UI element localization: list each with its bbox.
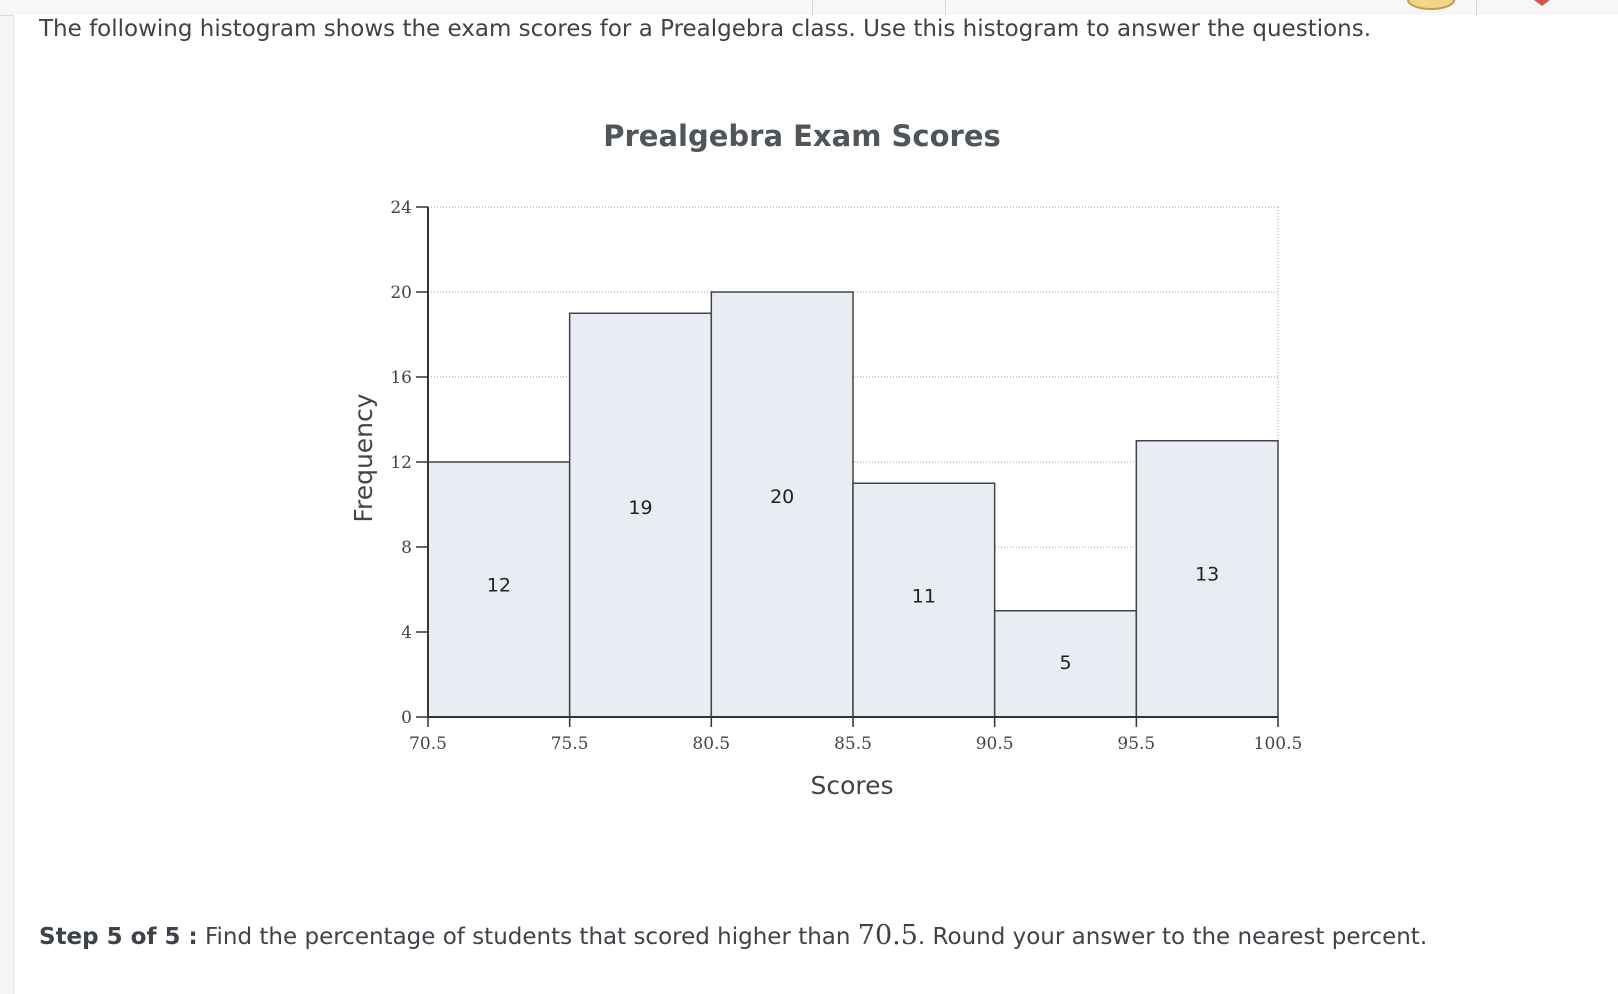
bar-value-label: 20 — [770, 486, 794, 508]
axes: 0 4 8 12 16 20 24 70.5 75.5 80.5 85.5 90.5 95.5 100.5 — [390, 198, 1302, 754]
y-tick-label: 24 — [390, 198, 412, 218]
histogram-bar — [568, 312, 713, 718]
y-axis-title: Frequency — [349, 393, 378, 522]
histogram-bar — [1135, 440, 1279, 718]
bar-value-label: 5 — [1059, 652, 1071, 674]
step-text-before: Find the percentage of students that sco… — [204, 924, 851, 950]
x-tick-label: 85.5 — [834, 734, 872, 754]
x-tick-label: 90.5 — [976, 734, 1014, 754]
toolbar-divider — [945, 0, 946, 15]
y-tick-label: 0 — [401, 708, 412, 728]
y-tick-label: 8 — [401, 538, 412, 558]
step-value: 70.5 — [857, 920, 918, 951]
bar-value-labels: 12 19 20 11 5 13 — [487, 486, 1220, 674]
bar-value-label: 12 — [487, 574, 511, 596]
y-tick-label: 16 — [390, 368, 412, 388]
bar-value-label: 19 — [628, 497, 652, 519]
flag-icon[interactable] — [1534, 0, 1550, 6]
x-tick-label: 75.5 — [551, 734, 589, 754]
histogram-bars — [427, 291, 1279, 718]
y-tick-label: 12 — [390, 453, 412, 473]
chart-title: Prealgebra Exam Scores — [603, 119, 1001, 153]
step-text-after: . Round your answer to the nearest perce… — [917, 924, 1428, 950]
toolbar-divider — [812, 0, 813, 15]
step-label: Step 5 of 5 : — [39, 924, 198, 950]
bar-value-label: 11 — [912, 585, 936, 607]
y-tick-label: 20 — [390, 283, 412, 303]
histogram-bar — [852, 482, 996, 718]
x-tick-label: 80.5 — [692, 734, 730, 754]
toolbar-divider — [1476, 0, 1477, 15]
bar-value-label: 13 — [1195, 563, 1219, 585]
x-tick-label: 95.5 — [1117, 734, 1155, 754]
step-prompt: Step 5 of 5 : Find the percentage of stu… — [39, 920, 1427, 951]
histogram-bar — [710, 291, 854, 718]
x-tick-label: 70.5 — [409, 734, 447, 754]
histogram-bar — [427, 461, 571, 718]
x-axis-title: Scores — [810, 771, 893, 800]
question-text: The following histogram shows the exam s… — [39, 16, 1372, 42]
y-tick-label: 4 — [401, 623, 412, 643]
x-tick-label: 100.5 — [1254, 734, 1303, 754]
